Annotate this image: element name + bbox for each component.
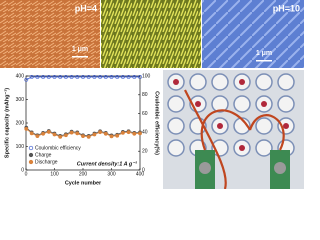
y-tick-label: 400 (16, 73, 25, 79)
data-point (69, 75, 74, 79)
scale-label: 1 μm (72, 46, 88, 53)
data-point (121, 130, 125, 135)
data-point (29, 75, 34, 79)
data-point (35, 134, 40, 139)
data-point (69, 130, 74, 135)
y-tick-label: 300 (16, 97, 25, 103)
legend-label: Coulombic efficiency (35, 145, 81, 151)
data-point (64, 75, 68, 79)
data-point (24, 126, 29, 131)
x-tick-label: 0 (25, 171, 28, 177)
figure: pH=4 pH=10 1 μm 1 μm 0 100 200 300 400010020… (0, 0, 304, 189)
y2-tick-label: 40 (142, 130, 148, 136)
y-tick-label: 200 (16, 120, 25, 126)
data-point (98, 130, 103, 135)
data-point (64, 133, 68, 138)
legend-marker (28, 152, 34, 158)
data-point (75, 75, 80, 79)
data-point (58, 75, 63, 79)
ph-label: pH=4 (75, 3, 97, 13)
data-point (35, 75, 40, 79)
photo (163, 70, 304, 189)
data-point (75, 131, 80, 136)
data-point (86, 134, 91, 139)
legend-marker (28, 159, 34, 165)
legend-marker (28, 145, 34, 151)
data-point (103, 131, 108, 136)
x-tick-label: 400 (136, 171, 145, 177)
data-point (41, 75, 46, 79)
y2-tick-label: 0 (142, 167, 145, 173)
data-point (92, 132, 97, 137)
data-point (115, 75, 120, 79)
y2-tick-label: 20 (142, 149, 148, 155)
scale-bar (256, 60, 272, 62)
data-point (81, 75, 85, 79)
legend-label: Discharge (35, 159, 58, 165)
sem-image (101, 0, 201, 68)
data-point (121, 75, 125, 79)
y-tick-label: 0 (21, 167, 24, 173)
data-point (103, 75, 108, 79)
series-line (26, 76, 140, 81)
x-tick-label: 100 (50, 171, 59, 177)
scale-label: 1 μm (256, 50, 272, 57)
x-axis-label: Cycle number (65, 180, 102, 186)
data-point (24, 77, 29, 82)
data-point (92, 75, 97, 79)
data-point (86, 75, 91, 79)
data-point (132, 131, 137, 136)
data-point (132, 75, 137, 79)
data-point (81, 134, 85, 139)
data-point (58, 134, 63, 139)
y2-tick-label: 60 (142, 111, 148, 117)
x-tick-label: 200 (79, 171, 88, 177)
y2-tick-label: 80 (142, 92, 148, 98)
ph-label: pH=10 (273, 3, 300, 13)
data-point (126, 130, 131, 135)
annotation: Current density:1 A g⁻¹ (77, 160, 137, 167)
data-point (52, 132, 57, 137)
x-tick-label: 300 (107, 171, 116, 177)
data-point (46, 130, 51, 134)
data-point (138, 131, 142, 136)
y2-tick-label: 100 (142, 73, 151, 79)
data-point (52, 75, 57, 79)
data-point (98, 75, 103, 79)
sem-image (202, 0, 304, 68)
scale-bar (72, 56, 88, 58)
data-point (115, 133, 120, 138)
data-point (46, 75, 51, 79)
y-tick-label: 100 (16, 144, 25, 150)
y-axis-label: Specific capacity (mAhg⁻¹) (3, 88, 10, 158)
y2-axis-label: Coulombic efficiency(%) (154, 91, 160, 155)
legend-label: Charge (35, 152, 52, 158)
data-point (41, 131, 46, 136)
data-point (126, 75, 131, 79)
data-point (109, 134, 114, 139)
data-point (109, 75, 114, 79)
data-point (29, 131, 34, 136)
data-point (138, 75, 142, 79)
